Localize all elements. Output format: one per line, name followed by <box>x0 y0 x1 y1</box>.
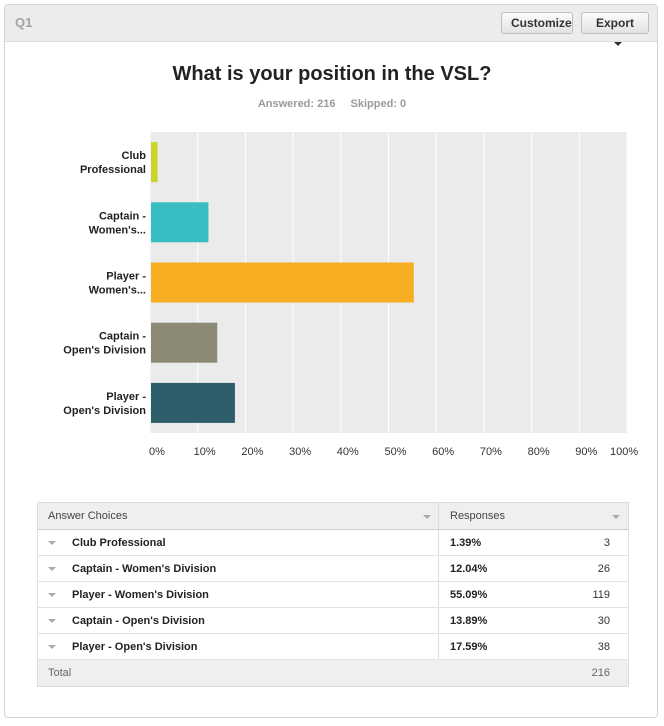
response-percent: 17.59% <box>450 641 488 653</box>
x-tick-label: 30% <box>289 446 311 458</box>
x-tick-label: 40% <box>337 446 359 458</box>
column-divider <box>438 608 439 633</box>
x-tick-label: 90% <box>575 446 597 458</box>
response-percent: 13.89% <box>450 615 488 627</box>
answer-choice-label: Club Professional <box>72 537 166 549</box>
x-tick-label: 0% <box>149 446 165 458</box>
bar[interactable] <box>151 142 158 183</box>
x-tick-label: 80% <box>528 446 550 458</box>
bar[interactable] <box>151 202 209 243</box>
x-tick-label: 50% <box>384 446 406 458</box>
column-divider <box>438 556 439 581</box>
question-number: Q1 <box>15 15 33 30</box>
table-row[interactable]: Player - Women's Division 55.09% 119 <box>37 582 629 608</box>
table-header: Answer Choices Responses <box>37 502 629 530</box>
table-body: Club Professional 1.39% 3 Captain - Women's… <box>37 530 629 660</box>
column-divider <box>438 582 439 607</box>
bar[interactable] <box>151 382 235 423</box>
question-card: Q1 Customize Export What is your positio… <box>4 4 658 718</box>
table-row[interactable]: Captain - Open's Division 13.89% 30 <box>37 608 629 634</box>
bar[interactable] <box>151 262 414 303</box>
category-label: Women's... <box>89 224 146 236</box>
chevron-down-icon <box>614 41 622 46</box>
response-percent: 55.09% <box>450 589 488 601</box>
response-count: 38 <box>597 641 610 653</box>
table-row[interactable]: Club Professional 1.39% 3 <box>37 530 629 556</box>
expand-caret-icon[interactable] <box>48 541 56 545</box>
column-divider <box>438 503 439 529</box>
expand-caret-icon[interactable] <box>48 645 56 649</box>
category-label: Open's Division <box>63 345 146 357</box>
answer-choice-label: Captain - Open's Division <box>72 615 205 627</box>
response-count: 3 <box>603 537 610 549</box>
x-tick-label: 60% <box>432 446 454 458</box>
answer-choices-header[interactable]: Answer Choices <box>48 510 128 522</box>
table-row[interactable]: Captain - Women's Division 12.04% 26 <box>37 556 629 582</box>
category-label: Women's... <box>89 285 146 297</box>
expand-caret-icon[interactable] <box>48 593 56 597</box>
x-tick-label: 10% <box>194 446 216 458</box>
export-button[interactable]: Export <box>581 12 649 46</box>
category-label: Open's Division <box>63 405 146 417</box>
response-count: 30 <box>597 615 610 627</box>
expand-caret-icon[interactable] <box>48 567 56 571</box>
responses-header[interactable]: Responses <box>450 510 506 522</box>
category-label: Club <box>122 150 147 162</box>
x-tick-label: 20% <box>241 446 263 458</box>
response-percent: 1.39% <box>450 537 482 549</box>
x-tick-label: 100% <box>610 446 638 458</box>
expand-caret-icon[interactable] <box>48 619 56 623</box>
x-tick-label: 70% <box>480 446 502 458</box>
total-label: Total <box>48 667 72 679</box>
answered-count: Answered: 216 <box>257 98 336 110</box>
category-label: Professional <box>80 164 146 176</box>
table-footer: Total 216 <box>37 660 629 687</box>
sort-caret-icon[interactable] <box>612 515 620 519</box>
response-count: 119 <box>592 589 610 601</box>
sort-caret-icon[interactable] <box>423 515 431 519</box>
answer-choice-label: Player - Open's Division <box>72 641 198 653</box>
answer-choice-label: Captain - Women's Division <box>72 563 217 575</box>
response-count: 26 <box>597 563 610 575</box>
card-header: Q1 Customize Export <box>5 5 657 46</box>
category-label: Captain - <box>99 210 146 222</box>
column-divider <box>438 530 439 555</box>
bar[interactable] <box>151 322 218 363</box>
answer-choice-label: Player - Women's Division <box>72 589 209 601</box>
export-label: Export <box>595 16 634 30</box>
question-title: What is your position in the VSL? <box>172 63 492 85</box>
category-label: Captain - <box>99 331 146 343</box>
response-stats: Answered: 216 Skipped: 0 <box>5 98 659 110</box>
table-row[interactable]: Player - Open's Division 17.59% 38 <box>37 634 629 660</box>
total-count: 216 <box>591 667 610 679</box>
skipped-count: Skipped: 0 <box>350 98 407 110</box>
category-label: Player - <box>106 391 146 403</box>
category-label: Player - <box>106 271 146 283</box>
response-percent: 12.04% <box>450 563 488 575</box>
customize-button[interactable]: Customize <box>501 12 573 34</box>
bar-chart: 0% 10% 20% 30% 40% 50% 60% 70% 80% 90% 100% Club Pro… <box>63 132 638 458</box>
column-divider <box>438 634 439 659</box>
responses-table: Answer Choices Responses Club Profession… <box>37 502 629 687</box>
